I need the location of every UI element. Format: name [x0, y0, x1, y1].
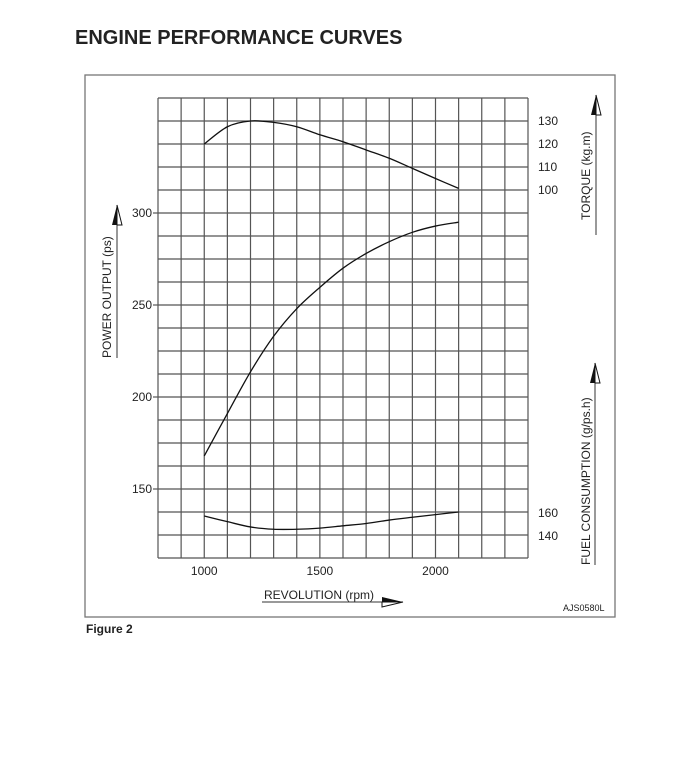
- power-axis-label: POWER OUTPUT (ps): [100, 236, 114, 358]
- x-tick-label: 1500: [307, 564, 334, 578]
- x-axis-label: REVOLUTION (rpm): [264, 588, 374, 602]
- x-axis-arrow-icon: [381, 597, 404, 608]
- x-tick-label: 2000: [422, 564, 449, 578]
- torque-tick-label: 120: [538, 137, 558, 151]
- power-axis-arrow-icon: [112, 204, 123, 226]
- power-tick-label: 250: [132, 298, 152, 312]
- curves: [203, 120, 459, 531]
- power-tick-label: 150: [132, 482, 152, 496]
- torque-tick-label: 100: [538, 183, 558, 197]
- torque-curve: [203, 120, 459, 189]
- torque-axis-label: TORQUE (kg.m): [579, 132, 593, 220]
- fuel-axis-label: FUEL CONSUMPTION (g/ps.h): [579, 397, 593, 565]
- power-curve: [203, 221, 459, 457]
- figure-code: AJS0580L: [563, 603, 605, 613]
- figure-frame: [84, 74, 616, 618]
- x-tick-label: 1000: [191, 564, 218, 578]
- tick-labels: 1000 1500 2000 150 200 250 300 100 110 120 130 140 1…: [132, 114, 558, 578]
- grid: [157, 97, 529, 559]
- torque-tick-label: 130: [538, 114, 558, 128]
- fuel-tick-label: 140: [538, 529, 558, 543]
- figure-label: Figure 2: [86, 622, 133, 636]
- fuel-curve: [204, 511, 459, 531]
- power-tick-label: 200: [132, 390, 152, 404]
- fuel-axis-arrow-icon: [590, 362, 601, 384]
- power-tick-label: 300: [132, 206, 152, 220]
- torque-axis-arrow-icon: [591, 94, 602, 116]
- fuel-tick-label: 160: [538, 506, 558, 520]
- page-title: ENGINE PERFORMANCE CURVES: [75, 27, 402, 49]
- torque-tick-label: 110: [538, 160, 557, 174]
